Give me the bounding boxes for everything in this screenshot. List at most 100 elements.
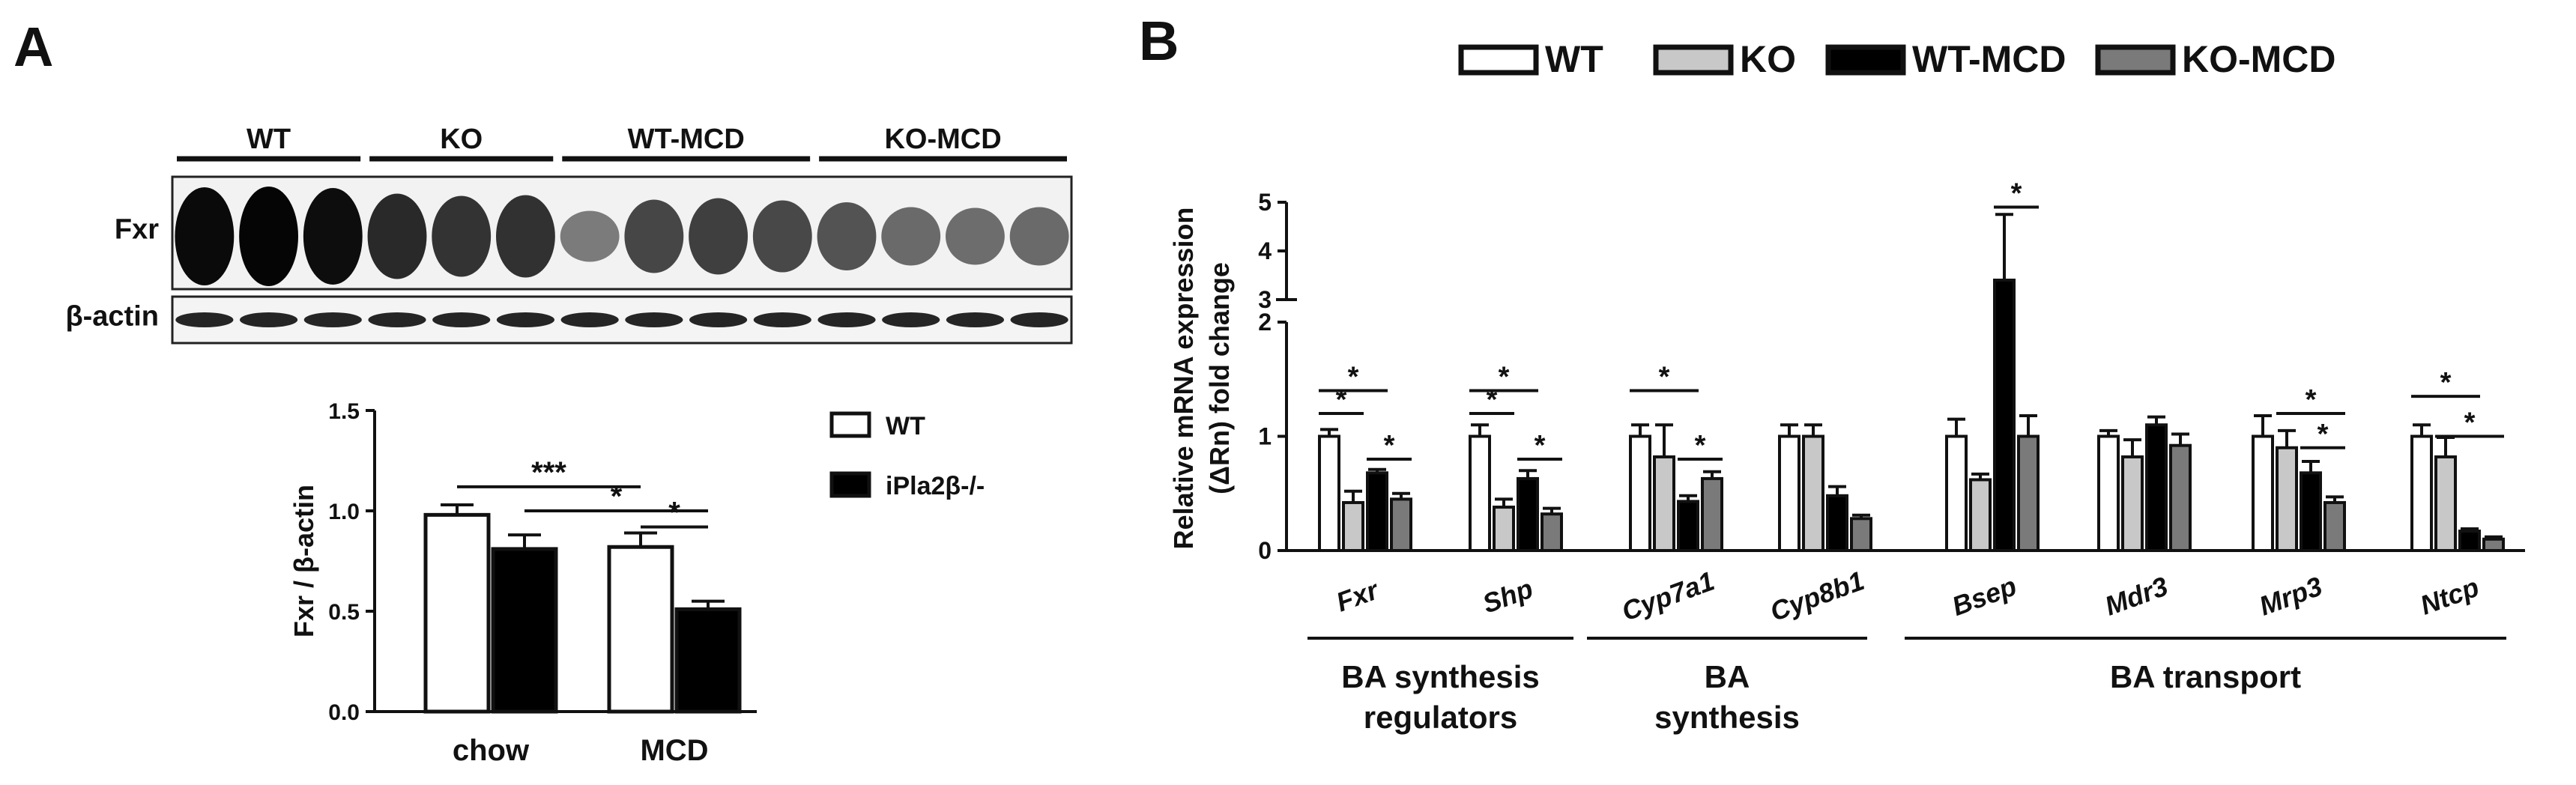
x-category-label: chow	[453, 734, 530, 767]
bar	[2323, 500, 2346, 553]
fxr-band	[689, 198, 748, 275]
fxr-band	[752, 200, 812, 273]
x-category-label: Mrp3	[2255, 571, 2326, 622]
fxr-band	[1009, 207, 1069, 266]
significance-label: *	[1336, 384, 1347, 416]
fxr-row-label: Fxr	[115, 214, 159, 246]
bar	[2145, 423, 2168, 552]
bar	[674, 607, 742, 714]
fxr-band	[496, 195, 555, 278]
actin-band	[303, 312, 362, 327]
y-axis-label-line2: (ΔRn) fold change	[1204, 262, 1235, 494]
bar	[1993, 279, 2016, 552]
bar	[2434, 455, 2457, 553]
legend-label: WT	[1545, 38, 1603, 80]
significance-label: *	[2306, 384, 2317, 416]
y-tick-label: 0.5	[328, 600, 360, 625]
x-category-label: Mdr3	[2101, 571, 2172, 622]
bar	[1677, 500, 1699, 552]
bar	[607, 545, 674, 714]
actin-band	[1010, 312, 1068, 327]
significance-label: *	[611, 480, 623, 513]
significance-label: *	[1384, 430, 1395, 461]
bar	[2410, 434, 2433, 552]
x-category-label: Ntcp	[2416, 572, 2483, 621]
actin-band	[432, 312, 491, 327]
panel-a-letter: A	[13, 16, 53, 78]
bar	[2017, 434, 2040, 552]
legend-swatch	[1653, 44, 1734, 76]
bar	[1493, 506, 1515, 552]
bar	[1390, 497, 1412, 552]
fxr-band	[432, 196, 492, 277]
significance-label: *	[2318, 419, 2329, 450]
actin-band	[368, 312, 426, 327]
group-label: BA	[1705, 659, 1750, 694]
bar	[1969, 478, 1992, 553]
bar	[2169, 443, 2192, 553]
legend-label: KO-MCD	[2182, 38, 2336, 80]
x-category-label: Cyp7a1	[1618, 565, 1718, 626]
significance-label: *	[668, 496, 680, 529]
group-label: BA transport	[2110, 659, 2301, 694]
x-category-label: Cyp8b1	[1766, 565, 1868, 627]
legend-swatch	[1458, 44, 1539, 76]
blot-group-label: KO	[440, 124, 483, 155]
y-tick-label: 1.5	[328, 399, 360, 424]
bar	[1469, 434, 1491, 552]
significance-label: *	[2440, 367, 2452, 398]
y-tick-label: 3	[1258, 286, 1272, 313]
legend-swatch	[1825, 44, 1906, 76]
blot-group-label: WT-MCD	[628, 124, 745, 155]
y-tick-label: 1.0	[328, 500, 360, 524]
actin-band	[240, 312, 298, 327]
actin-band	[625, 312, 683, 327]
legend-label: WT	[886, 412, 925, 440]
group-label: regulators	[1364, 700, 1517, 735]
bar	[1541, 512, 1563, 553]
fxr-band	[817, 202, 877, 270]
actin-band	[753, 312, 811, 327]
bar	[2252, 434, 2274, 552]
legend-label: iPla2β-/-	[886, 472, 985, 500]
fxr-band	[367, 193, 427, 279]
x-category-label: Shp	[1478, 573, 1537, 619]
bar	[1945, 434, 1968, 552]
y-tick-label: 2	[1258, 309, 1272, 336]
actin-band	[175, 312, 234, 327]
fxr-band	[560, 210, 620, 262]
y-axis-label: Fxr / β-actin	[288, 485, 319, 637]
bar	[2458, 530, 2481, 553]
actin-row-label: β-actin	[65, 300, 159, 332]
bar	[1342, 500, 1364, 553]
bar	[2097, 434, 2120, 552]
fxr-band	[881, 207, 941, 266]
blot-group-label: WT	[247, 124, 291, 155]
bar	[2121, 455, 2144, 553]
fxr-band	[946, 207, 1005, 265]
significance-label: *	[1695, 430, 1706, 461]
bar	[1701, 476, 1723, 552]
significance-label: *	[1535, 430, 1546, 461]
panel-b-letter: B	[1139, 10, 1179, 72]
bar	[2300, 471, 2322, 552]
bar	[1629, 434, 1651, 552]
bar	[1318, 434, 1340, 552]
western-blot: WT KO WT-MCD KO-MCD Fxr β-actin	[65, 124, 1073, 345]
fxr-band	[239, 187, 299, 286]
significance-label: *	[2011, 178, 2022, 210]
significance-label: *	[1499, 362, 1510, 393]
fxr-band	[624, 199, 684, 273]
bar	[423, 512, 491, 714]
legend-label: WT-MCD	[1912, 38, 2066, 80]
blot-group-label: KO-MCD	[884, 124, 1001, 155]
legend-swatch	[829, 471, 871, 498]
significance-label: *	[1487, 384, 1498, 416]
bar	[2482, 537, 2505, 552]
bar	[1517, 476, 1539, 552]
actin-band	[946, 312, 1004, 327]
actin-band	[560, 312, 619, 327]
significance-label: ***	[531, 456, 566, 489]
